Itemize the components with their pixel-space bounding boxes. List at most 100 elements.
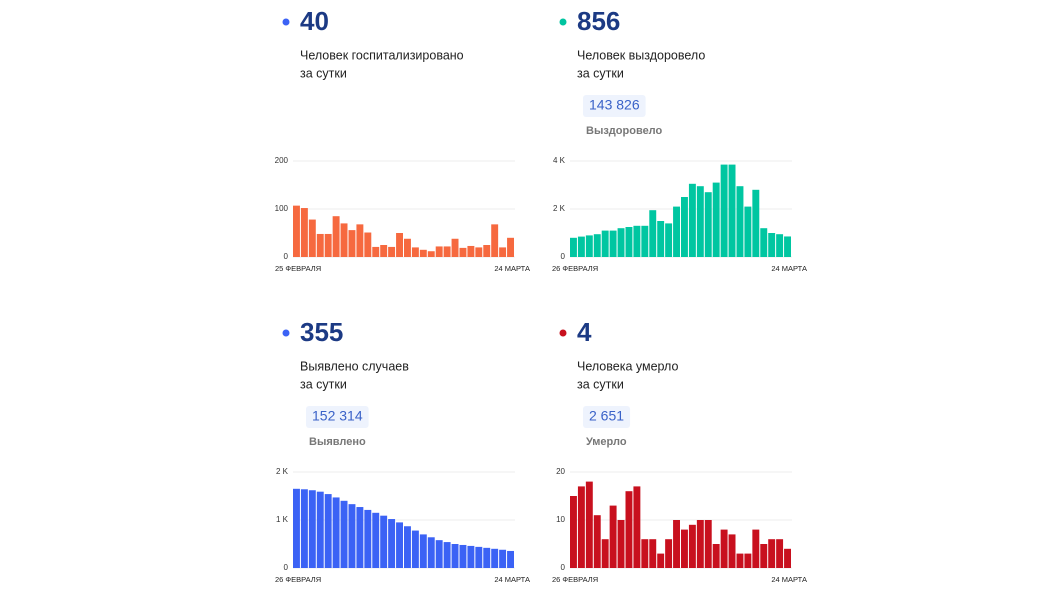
stat-value: 4: [577, 317, 592, 347]
x-tick-label: 25 ФЕВРАЛЯ: [275, 264, 321, 273]
bar: [419, 249, 427, 257]
bar: [507, 237, 514, 257]
bar: [633, 486, 641, 568]
bar: [570, 496, 577, 568]
total-caption: Выявлено: [309, 436, 366, 448]
bar: [356, 507, 364, 568]
stat-caption: за сутки: [300, 377, 347, 391]
bar: [752, 529, 760, 568]
bar: [316, 233, 324, 257]
x-tick-label: 24 МАРТА: [494, 575, 530, 584]
bar: [427, 537, 435, 568]
bar: [776, 539, 784, 568]
bar: [720, 529, 728, 568]
stat-caption: за сутки: [577, 66, 624, 80]
bar: [308, 490, 316, 568]
bar: [507, 550, 514, 568]
bar: [499, 247, 507, 257]
bar: [348, 504, 356, 568]
bar: [570, 237, 577, 257]
bar: [388, 246, 396, 257]
bar: [673, 520, 680, 568]
status-dot: [559, 329, 567, 337]
total-caption: Умерло: [586, 436, 627, 448]
bar: [364, 509, 372, 568]
stat-card: 40 Человек госпитализировано за сутки 0 100 2…: [275, 6, 530, 273]
bar: [380, 515, 388, 568]
bar: [293, 488, 300, 568]
bar: [673, 206, 680, 257]
bar: [372, 512, 380, 568]
bar: [784, 548, 791, 568]
bar: [752, 189, 760, 257]
bar: [475, 546, 483, 568]
bar: [451, 238, 459, 257]
bar: [744, 206, 752, 257]
bar: [348, 230, 356, 257]
bar: [451, 544, 459, 568]
bar: [324, 494, 332, 568]
x-tick-label: 24 МАРТА: [494, 264, 530, 273]
bar: [649, 210, 657, 257]
stat-card: 4 Человека умерло за сутки 2 651 Умерло 0 10 20…: [552, 317, 807, 584]
bar: [704, 520, 712, 568]
bar: [696, 520, 704, 568]
bar: [760, 228, 768, 257]
bar: [577, 236, 585, 257]
x-tick-label: 24 МАРТА: [771, 575, 807, 584]
bar: [696, 186, 704, 257]
bar: [491, 548, 499, 568]
bar: [617, 228, 625, 257]
bar: [593, 234, 601, 257]
bar: [681, 197, 688, 257]
bar: [641, 225, 649, 257]
bar: [585, 481, 593, 568]
bar: [427, 251, 435, 257]
y-tick-label: 2 K: [276, 467, 289, 476]
stat-caption: Человек госпитализировано: [300, 48, 464, 62]
bar: [411, 247, 419, 257]
y-tick-label: 2 K: [553, 204, 566, 213]
x-tick-label: 26 ФЕВРАЛЯ: [552, 264, 598, 273]
bar: [388, 519, 396, 568]
bar: [340, 500, 348, 568]
bar: [784, 236, 791, 257]
bar: [435, 540, 443, 568]
bar: [356, 224, 364, 257]
total-badge: [306, 406, 369, 428]
stat-caption: Человека умерло: [577, 359, 678, 373]
stat-value: 355: [300, 317, 343, 347]
bar: [593, 515, 601, 568]
bar: [641, 539, 649, 568]
y-tick-label: 0: [561, 252, 566, 261]
bar: [293, 205, 300, 257]
bar: [404, 238, 411, 257]
bar: [475, 247, 483, 257]
bar: [340, 223, 348, 257]
bar: [768, 539, 776, 568]
y-tick-label: 100: [275, 204, 289, 213]
bar: [308, 219, 316, 257]
bar: [728, 164, 736, 257]
stat-value: 40: [300, 6, 329, 36]
bar: [665, 539, 673, 568]
y-tick-label: 200: [275, 156, 289, 165]
total-badge: [583, 406, 631, 428]
bar: [372, 246, 380, 257]
bar: [720, 164, 728, 257]
bar: [459, 247, 467, 257]
y-tick-label: 0: [284, 563, 289, 572]
bar: [657, 553, 665, 568]
y-tick-label: 0: [561, 563, 566, 572]
bar: [704, 192, 712, 257]
stat-caption: за сутки: [300, 66, 347, 80]
bar: [396, 522, 403, 568]
bar: [324, 233, 332, 257]
bar: [712, 182, 720, 257]
bar: [728, 534, 736, 568]
stat-caption: Выявлено случаев: [300, 359, 409, 373]
bar: [736, 553, 744, 568]
bar: [665, 223, 673, 257]
